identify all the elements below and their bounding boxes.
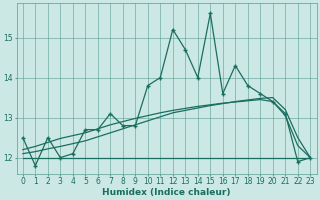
X-axis label: Humidex (Indice chaleur): Humidex (Indice chaleur) [102,188,231,197]
